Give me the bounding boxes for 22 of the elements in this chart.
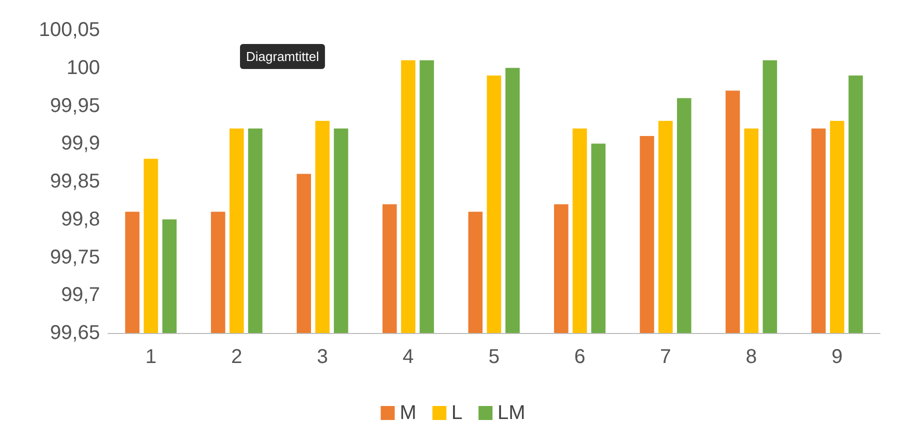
x-tick-label: 7 <box>660 346 672 368</box>
legend-label: L <box>451 402 462 424</box>
y-tick-label: 99,8 <box>61 208 100 230</box>
x-tick-label: 3 <box>316 346 328 368</box>
x-tick-label: 4 <box>402 346 414 368</box>
x-tick-label: 2 <box>231 346 242 368</box>
y-tick-label: 99,95 <box>50 94 100 117</box>
x-tick-label: 1 <box>145 346 156 368</box>
y-tick-label: 99,85 <box>50 170 100 192</box>
y-tick-label: 100,05 <box>38 19 100 41</box>
legend-label: M <box>400 402 416 424</box>
y-tick-label: 99,65 <box>50 322 100 344</box>
annotation: Diagramtittel <box>246 49 320 64</box>
legend-label: LM <box>498 402 526 424</box>
x-tick-label: 8 <box>746 346 757 368</box>
y-tick-label: 99,9 <box>61 132 100 155</box>
y-tick-label: 99,75 <box>50 246 100 268</box>
y-tick-label: 99,7 <box>61 284 100 306</box>
y-tick-label: 100 <box>66 56 100 79</box>
x-tick-label: 6 <box>574 346 586 368</box>
x-tick-label: 5 <box>488 346 500 368</box>
x-tick-label: 9 <box>832 346 843 368</box>
